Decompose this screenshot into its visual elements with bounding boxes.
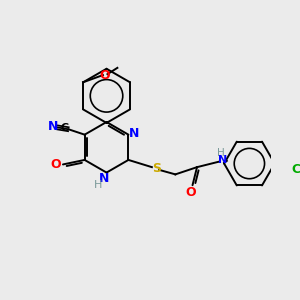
Text: O: O: [99, 69, 110, 82]
Text: N: N: [129, 127, 139, 140]
Text: Cl: Cl: [292, 164, 300, 176]
Text: N: N: [218, 155, 227, 165]
Text: S: S: [152, 163, 161, 176]
Text: O: O: [50, 158, 61, 171]
Text: N: N: [48, 120, 58, 133]
Text: C: C: [61, 123, 69, 133]
Text: O: O: [185, 186, 196, 199]
Text: H: H: [94, 180, 103, 190]
Text: H: H: [217, 148, 224, 158]
Text: N: N: [99, 172, 109, 185]
